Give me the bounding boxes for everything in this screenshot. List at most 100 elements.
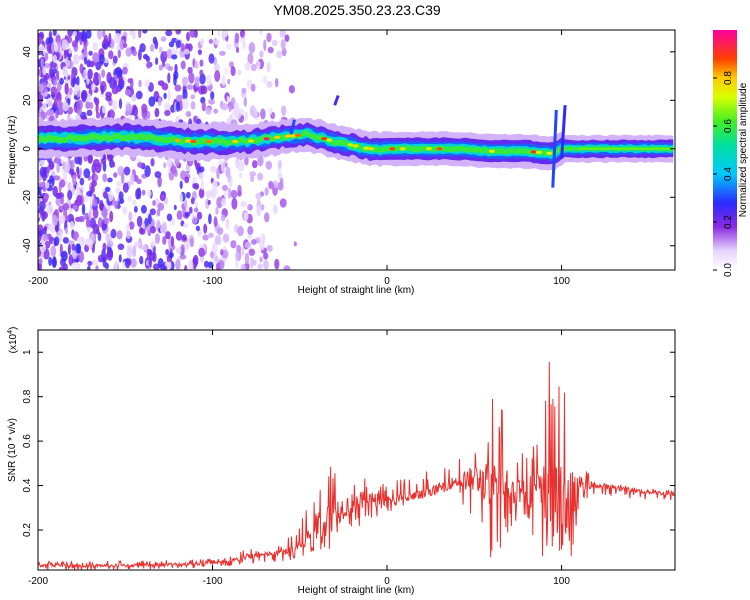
noise-speckle	[45, 181, 50, 189]
noise-speckle	[174, 84, 182, 92]
noise-speckle	[103, 191, 108, 199]
noise-speckle	[59, 215, 64, 224]
noise-speckle	[183, 223, 189, 229]
ridge-hotspot	[206, 139, 212, 144]
noise-speckle	[166, 48, 173, 59]
noise-speckle	[91, 180, 97, 187]
noise-speckle	[49, 67, 54, 79]
noise-speckle	[87, 265, 91, 270]
noise-speckle	[213, 63, 220, 73]
colorbar-tick-label: 0.2	[723, 215, 734, 229]
noise-speckle	[220, 249, 224, 256]
noise-speckle	[277, 159, 283, 169]
noise-speckle	[257, 154, 264, 167]
noise-speckle	[208, 232, 214, 238]
noise-speckle	[60, 196, 64, 205]
noise-speckle	[173, 74, 177, 86]
noise-speckle	[67, 190, 73, 200]
noise-speckle	[52, 30, 57, 36]
ridge-hotspot	[436, 147, 443, 151]
noise-speckle	[213, 38, 220, 46]
noise-speckle	[257, 60, 261, 71]
noise-speckle	[211, 245, 217, 254]
noise-speckle	[114, 32, 121, 45]
noise-speckle	[132, 105, 138, 117]
noise-speckle	[43, 193, 50, 200]
noise-speckle	[259, 256, 263, 263]
noise-speckle	[203, 223, 208, 234]
noise-speckle	[179, 180, 183, 190]
noise-speckle	[154, 171, 162, 179]
noise-speckle	[53, 79, 58, 86]
noise-speckle	[78, 154, 83, 166]
noise-speckle	[122, 206, 128, 215]
noise-speckle	[146, 248, 151, 260]
noise-speckle	[284, 34, 290, 42]
noise-speckle	[71, 40, 78, 48]
noise-speckle	[244, 241, 252, 249]
noise-speckle	[237, 190, 242, 197]
noise-speckle	[136, 178, 142, 185]
ridge-hotspot	[247, 139, 254, 143]
noise-speckle	[72, 30, 77, 37]
ridge-hotspot	[284, 134, 291, 138]
chart-title: YM08.2025.350.23.23.C39	[273, 2, 441, 18]
noise-speckle	[236, 244, 242, 253]
noise-speckle	[78, 250, 85, 263]
noise-speckle	[102, 256, 107, 268]
noise-speckle	[237, 225, 244, 237]
noise-speckle	[257, 263, 263, 270]
noise-speckle	[213, 108, 218, 114]
noise-speckle	[226, 95, 230, 103]
noise-speckle	[76, 75, 80, 86]
noise-speckle	[141, 244, 148, 251]
noise-speckle	[42, 66, 47, 76]
noise-speckle	[216, 196, 223, 209]
noise-speckle	[141, 222, 146, 229]
noise-speckle	[189, 206, 193, 214]
noise-speckle	[67, 181, 72, 193]
noise-speckle	[46, 206, 50, 213]
noise-speckle	[93, 174, 99, 182]
noise-speckle	[87, 154, 93, 164]
noise-speckle	[293, 241, 297, 247]
colorbar-tick-label: 0.8	[723, 71, 734, 85]
noise-speckle	[142, 30, 148, 34]
noise-speckle	[140, 204, 147, 214]
x-tick-label: 0	[384, 576, 390, 587]
noise-speckle	[190, 101, 196, 110]
noise-speckle	[113, 79, 117, 88]
noise-speckle	[62, 237, 69, 244]
ridge-hotspot	[190, 139, 197, 143]
noise-speckle	[92, 52, 99, 64]
noise-speckle	[250, 83, 256, 92]
noise-speckle	[54, 225, 59, 233]
noise-speckle	[78, 215, 85, 223]
noise-speckle	[259, 241, 265, 251]
noise-speckle	[153, 263, 160, 270]
noise-speckle	[223, 30, 229, 38]
ridge-hotspot	[425, 147, 432, 151]
noise-speckle	[157, 258, 164, 268]
noise-speckle	[201, 101, 206, 112]
noise-speckle	[107, 109, 115, 120]
noise-speckle	[242, 40, 246, 50]
noise-speckle	[132, 50, 138, 57]
noise-speckle	[250, 174, 255, 183]
noise-speckle	[38, 229, 43, 237]
noise-speckle	[83, 168, 91, 179]
noise-speckle	[96, 30, 103, 40]
noise-speckle	[74, 85, 81, 92]
noise-speckle	[220, 214, 226, 222]
noise-speckle	[230, 66, 236, 77]
noise-speckle	[123, 166, 131, 176]
noise-speckle	[241, 87, 247, 94]
noise-speckle	[198, 188, 205, 199]
noise-speckle	[112, 161, 116, 168]
noise-speckle	[52, 256, 57, 268]
noise-speckle	[227, 78, 231, 85]
noise-speckle	[288, 85, 295, 94]
noise-speckle	[126, 230, 131, 240]
noise-speckle	[118, 68, 123, 78]
noise-speckle	[138, 79, 142, 88]
